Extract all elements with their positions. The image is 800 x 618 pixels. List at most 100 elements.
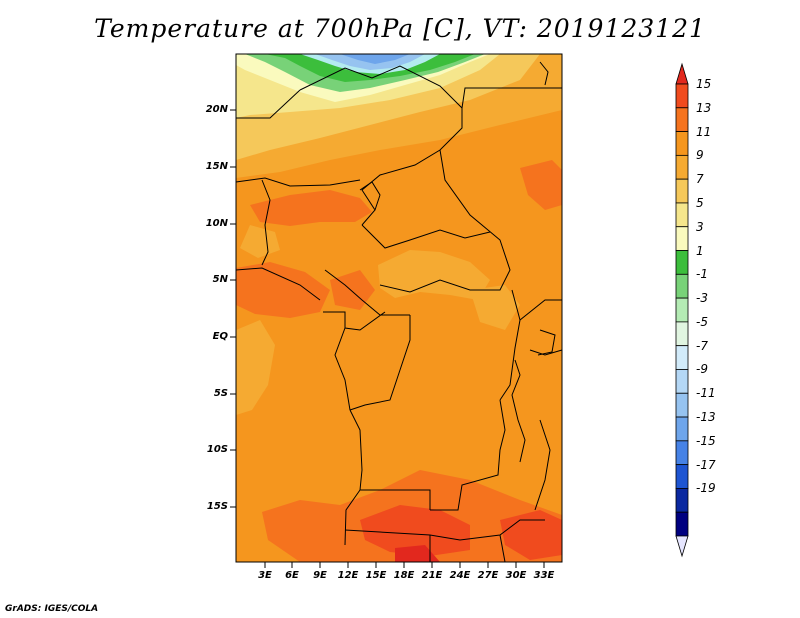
colorbar xyxy=(675,62,689,558)
colorbar-label: 11 xyxy=(696,124,712,139)
lake-victoria xyxy=(537,329,556,356)
lon-label-27e: 27E xyxy=(477,570,499,581)
border-zimbabwe xyxy=(499,534,506,563)
lat-label-20n: 20N xyxy=(205,104,228,115)
field-hot-3 xyxy=(500,510,562,560)
coast-gulf-guinea xyxy=(235,267,321,301)
colorbar-bottom-triangle xyxy=(675,535,689,558)
lon-label-33e: 33E xyxy=(533,570,555,581)
lon-label-21e: 21E xyxy=(421,570,443,581)
border-uganda-drc xyxy=(499,289,521,401)
border-niger-nigeria xyxy=(235,177,361,187)
lon-label-30e: 30E xyxy=(505,570,527,581)
colorbar-swatch xyxy=(675,511,689,537)
colorbar-label: -19 xyxy=(696,481,716,496)
colorbar-label: 9 xyxy=(696,148,704,163)
border-sudan xyxy=(379,149,511,293)
colorbar-label: 1 xyxy=(696,243,704,258)
colorbar-label: 5 xyxy=(696,195,704,210)
lon-label-18e: 18E xyxy=(393,570,415,581)
border-niger-north xyxy=(236,89,301,119)
field-blue2 xyxy=(340,54,410,64)
border-libya-egypt xyxy=(461,87,562,109)
colorbar-label: -9 xyxy=(696,362,708,377)
plot-frame xyxy=(235,53,563,563)
lat-label-15n: 15N xyxy=(205,161,228,172)
field-hot-1 xyxy=(360,505,470,556)
lon-label-9e: 9E xyxy=(313,570,327,581)
border-congo xyxy=(349,315,411,411)
colorbar-swatch xyxy=(675,464,689,489)
axis-ticks xyxy=(230,109,545,568)
colorbar-swatch xyxy=(675,321,689,347)
lat-label-10s: 10S xyxy=(206,444,228,455)
colorbar-swatch xyxy=(675,178,689,204)
field-light-1 xyxy=(236,320,275,415)
colorbar-label: -7 xyxy=(696,338,708,353)
field-warm-1 xyxy=(250,190,372,226)
colorbar-label: 15 xyxy=(696,77,712,91)
field-hot-2 xyxy=(395,545,440,562)
colorbar-swatch xyxy=(675,202,689,228)
colorbar-label: -5 xyxy=(696,314,708,329)
colorbar-swatch xyxy=(675,416,689,442)
border-gabon xyxy=(334,327,351,411)
colorbar-swatch xyxy=(675,83,689,109)
temperature-field xyxy=(236,54,562,562)
border-kenya xyxy=(519,299,562,321)
colorbar-swatch xyxy=(675,154,689,180)
border-zambia xyxy=(430,399,506,511)
colorbar-label: -11 xyxy=(696,386,716,401)
field-light-4 xyxy=(470,285,520,330)
map-title: Temperature at 700hPa [C], VT: 201912312… xyxy=(94,14,706,43)
lon-label-3e: 3E xyxy=(258,570,272,581)
border-benin xyxy=(261,179,271,266)
colorbar-swatch xyxy=(675,297,689,323)
colorbar-swatch xyxy=(675,250,689,275)
lat-label-eq: EQ xyxy=(212,331,228,342)
colorbar-swatch xyxy=(675,131,689,156)
lon-label-15e: 15E xyxy=(365,570,387,581)
country-borders xyxy=(235,61,563,563)
lat-label-10n: 10N xyxy=(205,218,228,229)
colorbar-label: -17 xyxy=(696,457,716,472)
border-angola-south xyxy=(360,489,431,510)
coast-egypt xyxy=(539,61,549,86)
colorbar-label: -13 xyxy=(696,410,716,425)
colorbar-swatch xyxy=(675,107,689,132)
field-warm-2 xyxy=(236,262,330,318)
colorbar-swatch xyxy=(675,226,689,251)
colorbar-swatch xyxy=(675,273,689,299)
colorbar-swatch xyxy=(675,488,689,513)
field-light-3 xyxy=(240,225,280,258)
colorbar-label: -15 xyxy=(696,433,716,448)
colorbar-swatch xyxy=(675,369,689,394)
border-chad-libya xyxy=(299,65,463,226)
lat-label-15s: 15S xyxy=(206,501,228,512)
colorbar-swatch xyxy=(675,345,689,370)
lat-label-5s: 5S xyxy=(213,388,228,399)
border-tanzania xyxy=(529,349,563,356)
border-car-chad xyxy=(361,224,491,249)
lake-tanganyika xyxy=(511,359,526,463)
colorbar-label: 3 xyxy=(696,219,704,234)
field-warm-4 xyxy=(330,270,375,310)
border-malawi xyxy=(534,419,551,511)
colorbar-swatch xyxy=(675,440,689,466)
border-angola-west xyxy=(344,409,363,546)
border-namibia-botswana xyxy=(344,519,545,541)
lon-label-12e: 12E xyxy=(337,570,359,581)
colorbar-swatch xyxy=(675,392,689,418)
lake-chad xyxy=(359,181,381,211)
colorbar-label: 13 xyxy=(696,100,712,115)
lat-label-5n: 5N xyxy=(212,274,228,285)
lon-label-24e: 24E xyxy=(449,570,471,581)
colorbar-label: -3 xyxy=(696,291,708,306)
colorbar-label: -1 xyxy=(696,267,708,282)
field-warm-3 xyxy=(520,160,562,210)
lon-label-6e: 6E xyxy=(285,570,299,581)
border-cameroon xyxy=(324,269,410,316)
colorbar-top-triangle xyxy=(675,62,689,85)
colorbar-label: 7 xyxy=(696,172,704,187)
